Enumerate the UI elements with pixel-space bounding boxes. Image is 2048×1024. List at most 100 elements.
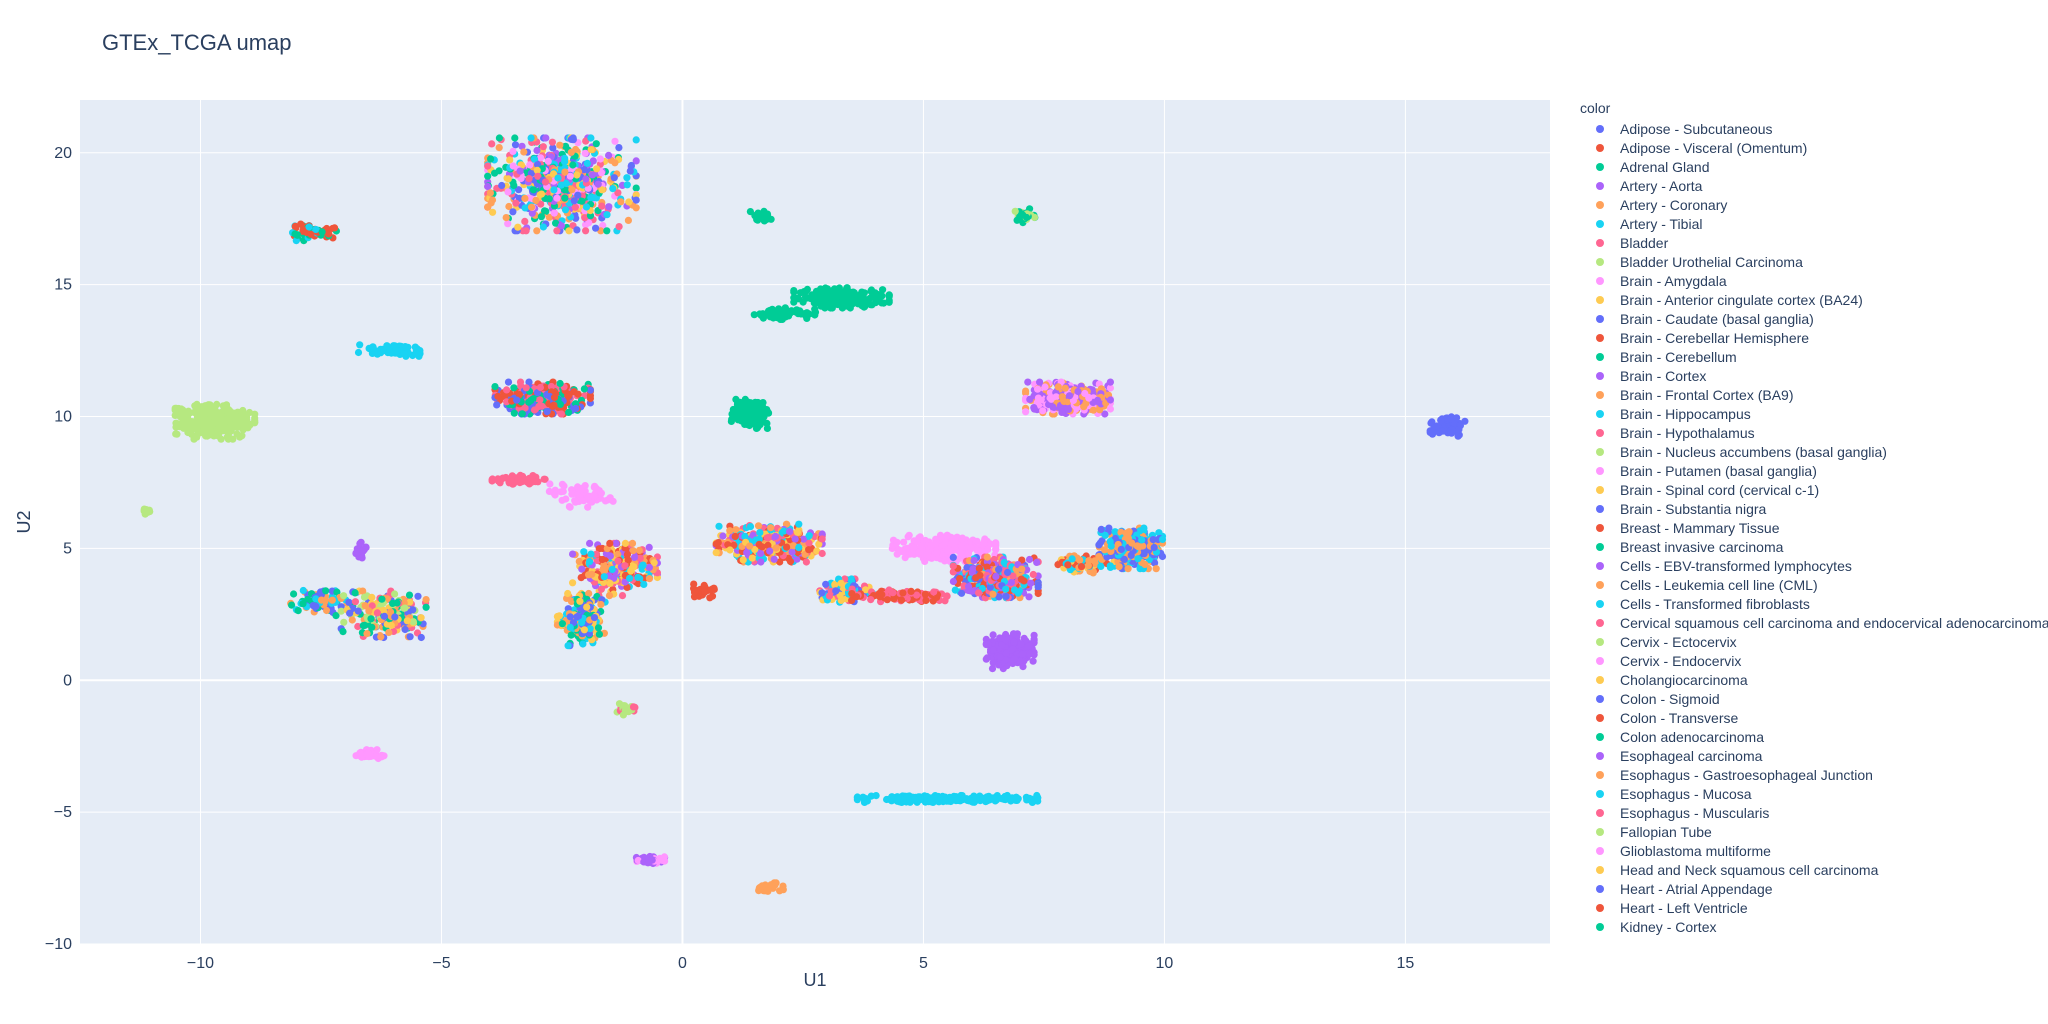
data-point [564, 589, 572, 598]
data-point [951, 586, 959, 594]
data-point [818, 530, 826, 538]
data-point [221, 423, 229, 431]
data-point [626, 574, 634, 582]
data-point [307, 230, 315, 238]
data-point [1115, 563, 1123, 571]
data-point [588, 171, 597, 179]
data-point [503, 386, 511, 394]
data-point [751, 545, 759, 554]
data-point [525, 378, 533, 386]
data-point [206, 422, 214, 430]
data-point [650, 559, 658, 567]
data-point [757, 549, 765, 558]
data-point [715, 522, 723, 530]
data-point [949, 553, 957, 562]
data-point [597, 600, 605, 609]
data-point [760, 207, 768, 215]
data-point [484, 203, 492, 211]
data-point [386, 348, 394, 357]
data-point [403, 617, 411, 625]
data-point [385, 628, 393, 637]
data-point [567, 148, 575, 156]
data-point [536, 396, 544, 404]
data-point [567, 135, 576, 143]
data-point [627, 161, 636, 170]
data-point [383, 342, 391, 350]
data-point [936, 531, 945, 539]
data-point [858, 294, 866, 302]
data-point [566, 172, 574, 180]
data-point [1027, 579, 1035, 587]
data-point [635, 546, 644, 555]
data-point [830, 299, 838, 307]
data-point [417, 614, 425, 622]
data-point [540, 207, 549, 215]
data-point [893, 538, 901, 546]
data-point [741, 532, 749, 541]
data-point [553, 227, 561, 235]
data-point [1106, 396, 1114, 404]
data-point [585, 219, 593, 227]
data-point [629, 547, 637, 555]
data-point [992, 539, 1000, 547]
data-point [597, 489, 606, 497]
data-point [586, 392, 595, 400]
data-point [406, 633, 414, 641]
data-point [546, 480, 554, 488]
data-point [803, 314, 811, 322]
data-point [561, 194, 569, 202]
data-point [623, 583, 631, 592]
data-point [512, 199, 520, 207]
data-point [1064, 561, 1072, 569]
data-point [340, 592, 348, 600]
data-point [533, 166, 541, 174]
data-point [486, 189, 494, 197]
data-point [608, 565, 616, 574]
data-point [498, 181, 506, 190]
data-point [377, 633, 385, 641]
data-point [995, 593, 1003, 601]
data-point [1007, 578, 1016, 587]
data-point [305, 223, 313, 231]
data-point [907, 587, 915, 596]
data-point [1013, 216, 1021, 224]
data-point [1106, 378, 1114, 386]
data-point [1022, 408, 1030, 416]
data-point [913, 538, 921, 546]
data-point [918, 543, 926, 551]
data-point [969, 565, 977, 573]
data-point [606, 552, 615, 560]
data-point [793, 555, 801, 563]
data-point [484, 172, 492, 180]
data-point [614, 557, 622, 565]
data-point [758, 399, 766, 407]
data-point [299, 600, 307, 608]
data-point [550, 393, 559, 401]
data-point [632, 136, 640, 144]
data-point [1017, 575, 1025, 583]
data-point [493, 401, 501, 409]
data-point [533, 146, 541, 155]
data-point [1140, 524, 1148, 532]
data-point [795, 520, 803, 528]
data-point [973, 537, 981, 546]
data-point [726, 527, 734, 535]
data-point [1041, 383, 1049, 391]
data-point [368, 593, 376, 602]
data-point [605, 203, 613, 211]
data-point [879, 286, 887, 294]
data-point [645, 543, 653, 552]
data-point [1106, 405, 1114, 413]
data-point [862, 586, 870, 594]
scatter-points [140, 134, 1469, 895]
data-point [983, 553, 991, 561]
data-point [821, 296, 829, 304]
data-point [726, 546, 734, 554]
data-point [617, 198, 625, 206]
data-point [176, 413, 184, 421]
data-point [1002, 585, 1010, 593]
data-point [239, 415, 247, 423]
data-point [312, 225, 320, 234]
data-point [1158, 552, 1167, 561]
